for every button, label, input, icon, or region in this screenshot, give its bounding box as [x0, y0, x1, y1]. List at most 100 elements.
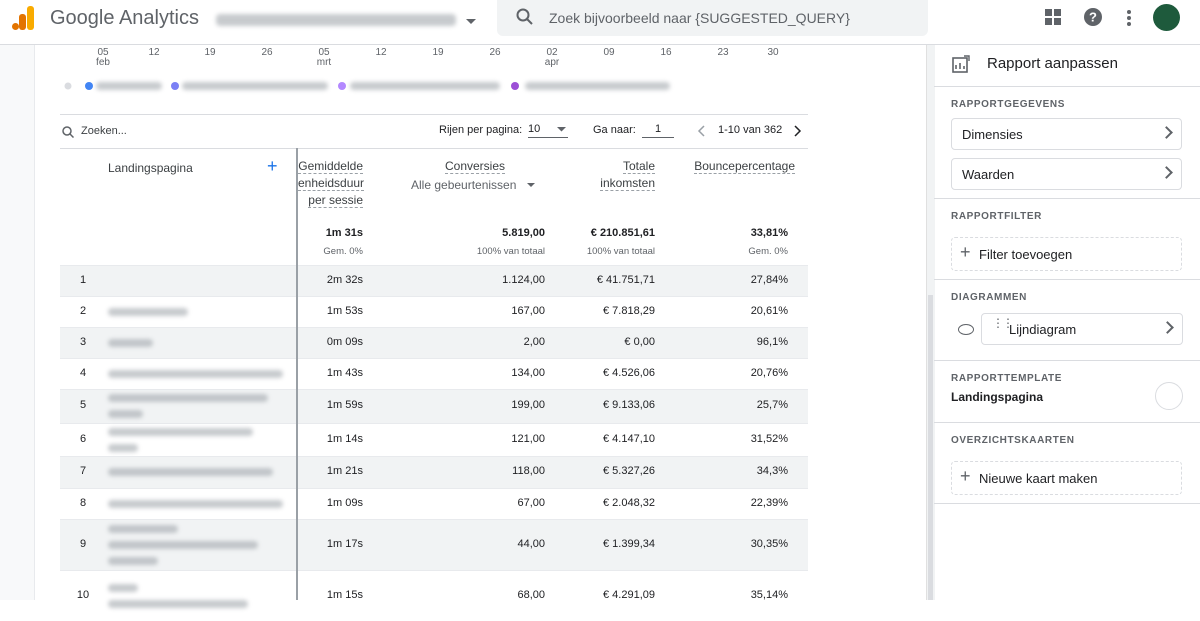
property-selector[interactable]	[216, 14, 456, 26]
axis-day: 26	[489, 47, 501, 58]
col-header-text: Conversies	[444, 159, 506, 174]
legend-dots	[64, 82, 519, 90]
row-index: 6	[79, 432, 87, 445]
prev-page[interactable]	[697, 125, 705, 137]
col-header[interactable]: Bouncepercentage	[680, 158, 795, 175]
axis-day: 16	[660, 47, 672, 58]
axis-day: 12	[375, 47, 387, 58]
col-header[interactable]: Gemiddelde enheidsduur per sessie	[298, 158, 365, 209]
row-index: 2	[79, 304, 87, 317]
header-border	[60, 148, 808, 149]
item-label: Dimensies	[962, 127, 1023, 142]
cell: 31,52%	[750, 432, 788, 445]
table-search[interactable]: Zoeken...	[81, 125, 127, 137]
apps-icon[interactable]	[1045, 9, 1061, 25]
axis-day: 23	[717, 47, 729, 58]
cell: 121,00	[511, 432, 545, 445]
search-icon	[62, 126, 74, 138]
cell: 2m 32s	[326, 273, 363, 286]
legend-text	[525, 82, 670, 90]
rows-select[interactable]: 10	[528, 123, 568, 138]
cell: 44,00	[517, 537, 545, 550]
axis-month: feb	[96, 57, 110, 68]
total-value: 1m 31s	[325, 227, 363, 239]
row-index: 10	[76, 588, 90, 601]
cell: € 41.751,71	[596, 273, 655, 286]
col-header[interactable]: Conversies	[400, 158, 550, 175]
cell: 27,84%	[750, 273, 788, 286]
section-heading: OVERZICHTSKAARTEN	[951, 435, 1075, 446]
brand: Google Analytics	[50, 7, 199, 29]
total-sub: 100% van totaal	[476, 246, 545, 257]
table-row	[60, 327, 808, 358]
cell: € 9.133,06	[603, 399, 655, 411]
legend-text	[182, 82, 328, 90]
cell: 1m 15s	[326, 588, 363, 601]
eye-icon[interactable]	[958, 324, 974, 335]
total-value: 5.819,00	[502, 227, 545, 239]
row-index: 9	[79, 537, 87, 550]
cell: 1.124,00	[502, 273, 545, 286]
cell: 1m 09s	[326, 496, 363, 509]
section-heading: RAPPORTGEGEVENS	[951, 99, 1066, 110]
page-range: 1-10 van 362	[718, 124, 783, 136]
chevron	[1161, 321, 1174, 334]
landing-page	[108, 499, 283, 508]
landing-page	[108, 583, 138, 592]
section-heading: RAPPORTFILTER	[951, 211, 1042, 222]
axis-day: 12	[148, 47, 160, 58]
cell: 67,00	[517, 496, 545, 509]
add-button[interactable]: + Nieuwe kaart maken	[951, 461, 1182, 495]
template-icon[interactable]	[1155, 382, 1183, 410]
divider	[934, 422, 1200, 423]
help-icon[interactable]: ?	[1084, 8, 1102, 26]
next-page[interactable]	[794, 125, 802, 137]
legend-text	[96, 82, 162, 90]
search-box[interactable]	[497, 0, 928, 36]
menu-item[interactable]: Waarden	[951, 158, 1182, 190]
item-label: Waarden	[962, 167, 1015, 182]
goto-label: Ga naar:	[593, 124, 636, 136]
left-margin	[0, 45, 34, 600]
chart-type[interactable]: ⋮⋮ Lijndiagram	[981, 313, 1183, 345]
total-sub: Gem. 0%	[323, 246, 363, 257]
rows-label: Rijen per pagina:	[439, 124, 523, 136]
landing-page	[108, 410, 143, 418]
cell: 118,00	[512, 465, 545, 477]
col-header-text: Gemiddelde	[298, 159, 363, 174]
cell: 1m 17s	[326, 537, 363, 550]
divider	[934, 279, 1200, 280]
cell: 1m 59s	[326, 399, 363, 411]
scroll-thumb[interactable]	[928, 295, 933, 600]
more-icon[interactable]	[1127, 10, 1131, 26]
total-value: € 210.851,61	[590, 227, 655, 239]
divider	[934, 503, 1200, 504]
landing-page	[108, 540, 258, 549]
total-value: 33,81%	[750, 227, 788, 239]
customize-icon	[952, 55, 970, 73]
col-header[interactable]: Totale inkomsten	[560, 158, 655, 192]
cell: 68,00	[517, 588, 545, 601]
landing-page	[108, 443, 138, 452]
goto-input[interactable]: 1	[642, 123, 674, 138]
top-bar	[0, 0, 1200, 45]
col-header[interactable]: Landingspagina	[108, 161, 193, 175]
menu-item[interactable]: Dimensies	[951, 118, 1182, 150]
add-button[interactable]: + Filter toevoegen	[951, 237, 1182, 271]
cell: 0m 09s	[326, 335, 363, 348]
landing-page	[108, 556, 158, 565]
search-placeholder: Zoek bijvoorbeeld naar {SUGGESTED_QUERY}	[549, 10, 850, 26]
cell: 1m 21s	[326, 465, 363, 477]
avatar[interactable]	[1153, 4, 1180, 31]
cell: € 0,00	[624, 335, 655, 348]
conversion-filter[interactable]: Alle gebeurtenissen	[411, 178, 517, 192]
template-name: Landingspagina	[951, 390, 1044, 404]
axis-day: 26	[261, 47, 273, 58]
cell: 34,3%	[756, 465, 788, 477]
row-index: 7	[79, 465, 87, 477]
caret	[466, 19, 476, 24]
axis-day: 09	[603, 47, 615, 58]
add-dimension[interactable]: +	[267, 156, 278, 176]
search-icon	[516, 8, 533, 25]
row-index: 4	[79, 366, 87, 379]
